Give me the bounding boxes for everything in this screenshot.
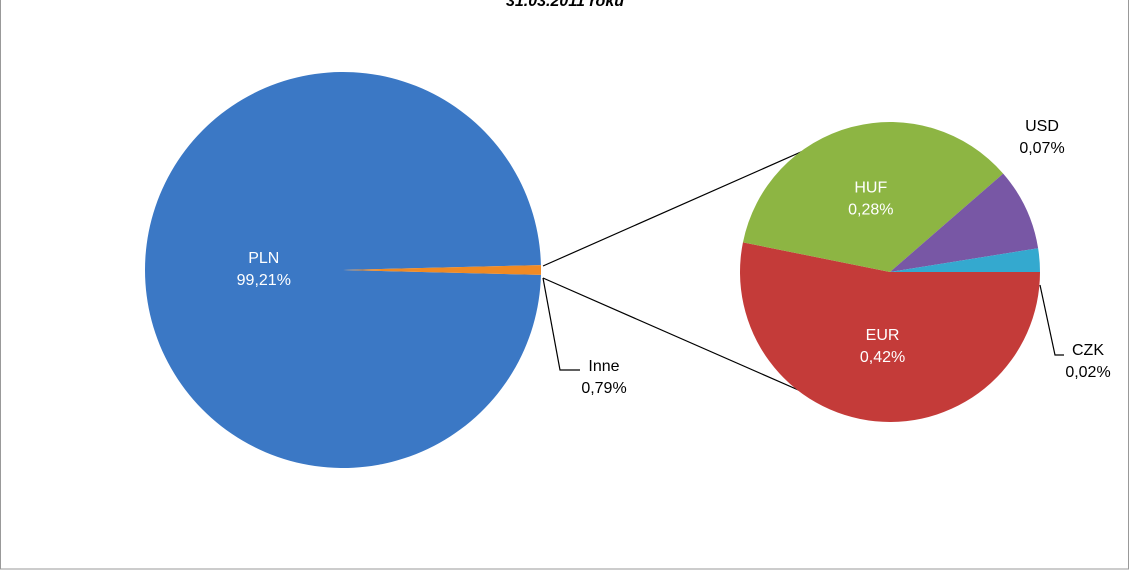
leader-line xyxy=(1039,284,1064,356)
slice-value-label: 0,28% xyxy=(848,202,893,219)
slice-category-label: EUR xyxy=(866,327,900,344)
pie-slice xyxy=(890,248,1040,272)
connector-line xyxy=(542,277,829,404)
chart-title: 31.03.2011 roku xyxy=(506,0,624,10)
slice-category-label: CZK xyxy=(1072,342,1104,359)
slice-value-label: 99,21% xyxy=(237,272,291,289)
slice-value-label: 0,02% xyxy=(1065,364,1110,381)
slice-value-label: 0,79% xyxy=(581,380,626,397)
pie-slice xyxy=(343,265,542,275)
leader-line xyxy=(542,277,580,371)
slice-value-label: 0,42% xyxy=(860,349,905,366)
pie-slice xyxy=(740,242,1040,422)
pie-slice xyxy=(890,173,1039,272)
connector-line xyxy=(542,139,829,267)
pie-slice xyxy=(145,72,541,468)
slice-category-label: HUF xyxy=(854,180,887,197)
pie-slice xyxy=(742,121,1004,272)
slice-category-label: USD xyxy=(1025,118,1059,135)
slice-value-label: 0,07% xyxy=(1019,140,1064,157)
slice-category-label: PLN xyxy=(248,250,279,267)
slice-category-label: Inne xyxy=(588,358,619,375)
